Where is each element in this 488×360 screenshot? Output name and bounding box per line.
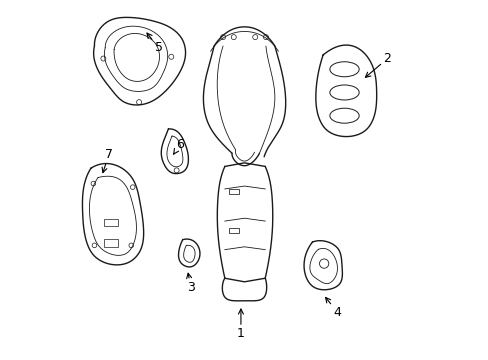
Bar xyxy=(229,189,239,194)
Text: 1: 1 xyxy=(237,309,244,340)
Bar xyxy=(229,228,239,233)
Text: 2: 2 xyxy=(365,52,390,77)
Text: 3: 3 xyxy=(186,273,194,294)
Text: 7: 7 xyxy=(102,148,113,172)
Text: 6: 6 xyxy=(173,138,184,154)
Text: 5: 5 xyxy=(147,33,163,54)
Bar xyxy=(104,219,118,226)
Bar xyxy=(104,239,118,247)
Text: 4: 4 xyxy=(325,297,341,319)
